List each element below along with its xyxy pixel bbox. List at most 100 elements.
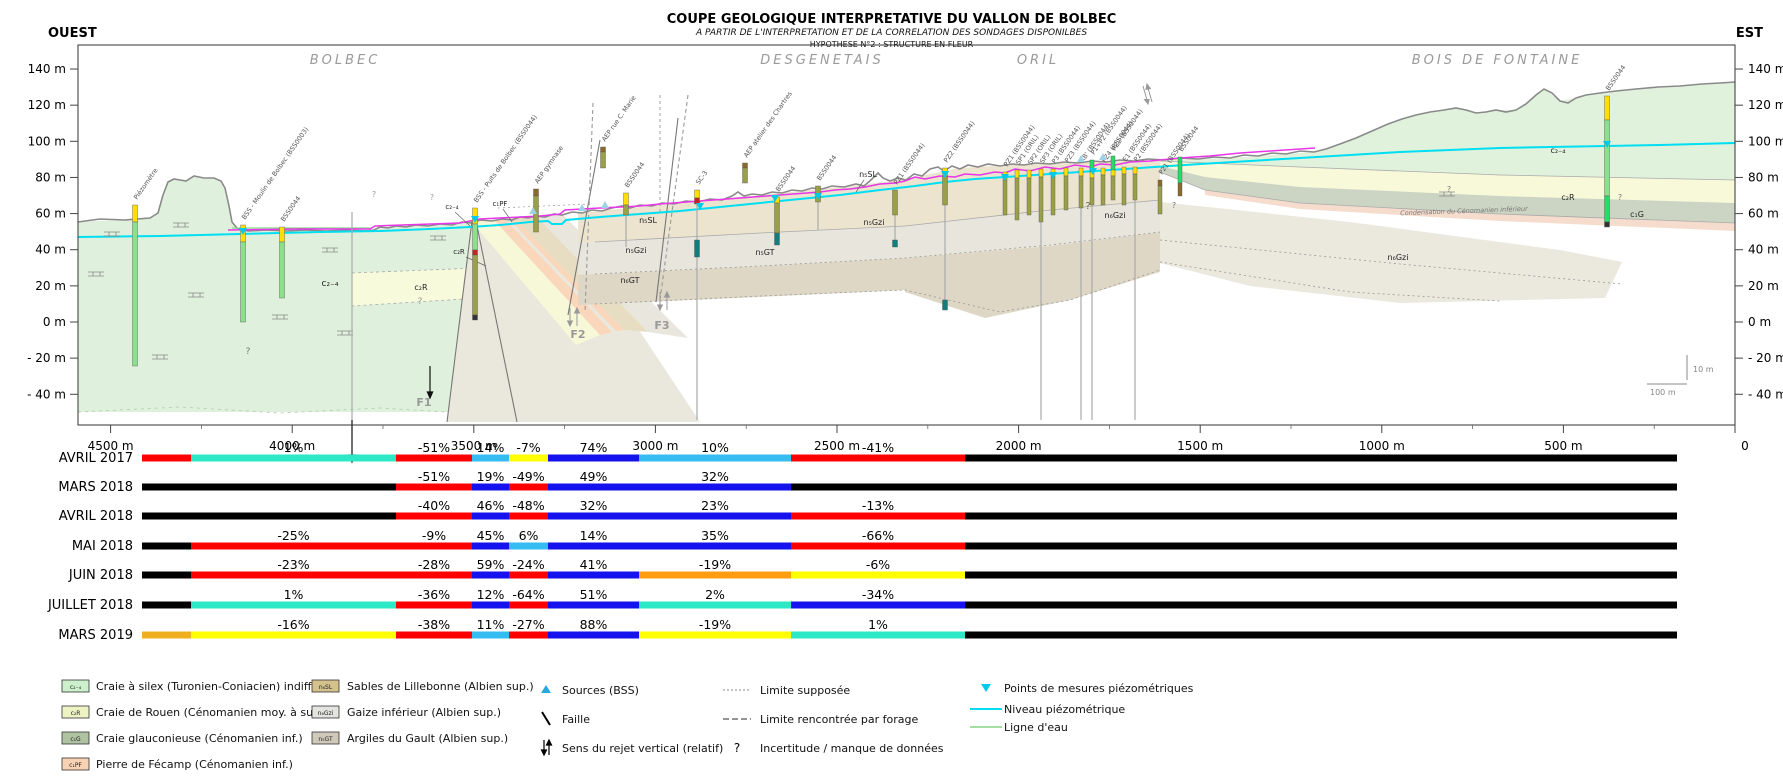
faults: [446, 94, 689, 423]
legend-item-label: Niveau piézométrique: [1004, 703, 1125, 716]
layer-boundaries: [77, 160, 1736, 414]
pct-label: 1%: [284, 440, 304, 455]
date-row: JUIN 2018 -23% -28% 59% -24% 41% -19% -6%: [68, 557, 1677, 583]
legend-item: Niveau piézométrique: [970, 703, 1125, 716]
row-segment: [191, 571, 396, 579]
layer-gaize-oril: [905, 200, 1160, 258]
borehole-segment: [892, 189, 898, 216]
borehole-segment: [1157, 185, 1163, 215]
layer-label: n₅Gzi: [864, 218, 885, 227]
row-segment: [472, 454, 509, 462]
row-segment: [191, 601, 396, 609]
brick-icon: [173, 222, 189, 228]
row-segment: [472, 483, 509, 491]
pct-label: -25%: [277, 528, 309, 543]
y-tick-label: 40 m: [1748, 243, 1779, 257]
borehole-segment: [1121, 166, 1127, 175]
y-tick-label: 20 m: [1748, 279, 1779, 293]
row-segment: [639, 512, 791, 520]
row-segment: [472, 542, 509, 550]
borehole-segment: [240, 241, 246, 323]
offset-arrows-gray: [566, 82, 1153, 328]
pct-label: -51%: [418, 469, 450, 484]
date-row-label: MARS 2019: [58, 628, 133, 643]
row-segment: [791, 454, 965, 462]
row-segment: [791, 601, 965, 609]
row-segment: [548, 483, 639, 491]
row-segment: [548, 512, 639, 520]
borehole-segment: [132, 204, 138, 223]
legend-swatch: [61, 679, 90, 693]
x-tick-label: 1500 m: [1177, 439, 1223, 453]
pct-label: -48%: [512, 498, 544, 513]
y-tick-label: 100 m: [28, 134, 66, 148]
legend-item-label: Craie glauconieuse (Cénomanien inf.): [96, 732, 303, 745]
row-segment: [965, 571, 1677, 579]
legend-item: n₅GT Argiles du Gault (Albien sup.): [311, 731, 508, 745]
pct-label: -49%: [512, 469, 544, 484]
legend-item: Sens du rejet vertical (relatif): [540, 738, 723, 757]
row-segment: [639, 601, 791, 609]
borehole-segment: [1038, 176, 1044, 223]
y-tick-label: 60 m: [35, 207, 66, 221]
x-tick-label: 1000 m: [1359, 439, 1405, 453]
row-segment: [791, 483, 965, 491]
row-segment: [548, 454, 639, 462]
layer-label: n₆Gzi: [1105, 211, 1126, 220]
y-tick-label: 0 m: [1748, 315, 1771, 329]
borehole-segment: [533, 188, 539, 197]
borehole-segment: [1014, 177, 1020, 221]
row-segment: [396, 542, 472, 550]
pct-label: -51%: [418, 440, 450, 455]
legend-item: Sources (BSS): [541, 684, 639, 697]
legend-item: c₁PF Pierre de Fécamp (Cénomanien inf.): [61, 757, 293, 771]
plot-frame: [77, 44, 1736, 426]
fault-f1-east: [475, 220, 518, 423]
pct-label: -27%: [512, 617, 544, 632]
borehole-segment: [1110, 169, 1116, 177]
x-tick-label: 3500 m: [451, 439, 497, 453]
borehole-segment: [1121, 173, 1127, 206]
row-segment: [191, 454, 396, 462]
date-row: MARS 2019 -16% -38% 11% -27% 88% -19% 1%: [58, 617, 1677, 643]
date-row: MARS 2018 -51% 19% -49% 49% 32%: [58, 469, 1677, 495]
legend-item-label: Faille: [562, 713, 590, 726]
row-segment: [639, 631, 791, 639]
layer-label: ?: [1618, 193, 1622, 202]
borehole-segment: [742, 167, 748, 184]
borehole-segment: [1089, 177, 1095, 206]
question-mark-icon: ?: [734, 741, 740, 755]
brick-icon: [104, 231, 120, 237]
row-segment: [639, 483, 791, 491]
legend-swatch-key: c₂R: [71, 710, 81, 717]
row-segment: [142, 512, 191, 520]
row-segment: [142, 454, 191, 462]
borehole-segment: [279, 226, 285, 243]
pct-label: -28%: [418, 557, 450, 572]
borehole-segment: [774, 202, 780, 234]
pct-label: -41%: [862, 440, 894, 455]
layer-label: c₂R: [453, 248, 465, 256]
borehole-segment: [600, 151, 606, 169]
date-row: MAI 2018 -25% -9% 45% 6% 14% 35% -66%: [72, 528, 1677, 554]
fault-f2-solid: [567, 139, 601, 316]
layer-label: c₂₋₄: [1550, 146, 1565, 155]
x-tick-label: 2500 m: [814, 439, 860, 453]
geology-layers: [78, 82, 1735, 422]
y-tick-label: 140 m: [1748, 62, 1783, 76]
row-segment: [509, 571, 548, 579]
pct-label: 12%: [477, 587, 505, 602]
layer-gaize-wedge-right: [1160, 202, 1622, 303]
borehole-label: BSS - Moulin de Bolbec (BSS0003): [240, 126, 310, 222]
borehole-segment: [1604, 195, 1610, 223]
y-tick-label: 100 m: [1748, 134, 1783, 148]
borehole-segment: [472, 314, 478, 321]
percentage-rows: AVRIL 2017 1% -51% 14% -7% 74% 10% -41% MARS 201…: [47, 440, 1677, 643]
legend-item-label: Limite rencontrée par forage: [760, 713, 919, 726]
legend-item: Faille: [541, 711, 590, 726]
y-tick-label: 120 m: [1748, 98, 1783, 112]
legend-swatch: [61, 757, 90, 771]
row-segment: [639, 454, 791, 462]
piezo-triangle-icon: [471, 216, 479, 223]
borehole-segment: [694, 239, 700, 258]
